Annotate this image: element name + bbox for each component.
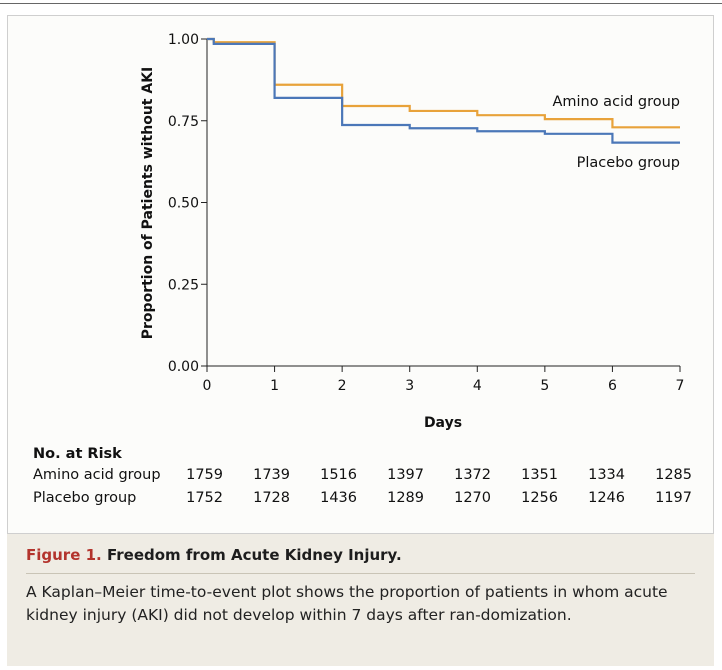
y-axis-title: Proportion of Patients without AKI: [140, 67, 156, 339]
risk-count: 1759: [186, 467, 223, 483]
y-tick-label: 1.00: [168, 32, 199, 48]
x-tick-label: 4: [473, 378, 482, 394]
caption-divider: [26, 573, 695, 574]
risk-count: 1372: [454, 467, 491, 483]
risk-count: 1334: [588, 467, 625, 483]
risk-count: 1351: [521, 467, 558, 483]
risk-count: 1256: [521, 490, 558, 506]
x-tick-label: 5: [540, 378, 549, 394]
y-tick-label: 0.50: [168, 196, 199, 212]
x-tick-label: 1: [270, 378, 279, 394]
risk-count: 1289: [387, 490, 424, 506]
x-tick-label: 7: [676, 378, 685, 394]
series-label-amino: Amino acid group: [552, 94, 680, 110]
x-axis-title: Days: [424, 415, 462, 431]
risk-row-label: Amino acid group: [33, 467, 161, 483]
risk-count: 1397: [387, 467, 424, 483]
axes: 0.00 0.25 0.50 0.75 1.00 0 1 2 3 4 5 6 7: [168, 32, 685, 394]
x-tick-label: 0: [203, 378, 212, 394]
placebo-curve: [207, 37, 680, 144]
km-chart: Proportion of Patients without AKI Days …: [140, 32, 685, 431]
y-tick-label: 0.00: [168, 359, 199, 375]
series-label-placebo: Placebo group: [577, 155, 680, 171]
risk-table-title: No. at Risk: [33, 446, 122, 462]
risk-count: 1516: [320, 467, 357, 483]
risk-count: 1739: [253, 467, 290, 483]
figure-panel: [7, 15, 714, 534]
risk-count: 1270: [454, 490, 491, 506]
caption-title: Figure 1. Freedom from Acute Kidney Inju…: [26, 546, 402, 564]
risk-count: 1197: [655, 490, 692, 506]
risk-count: 1436: [320, 490, 357, 506]
risk-count: 1728: [253, 490, 290, 506]
caption-text: A Kaplan–Meier time-to-event plot shows …: [26, 583, 668, 624]
figure-number: Figure 1.: [26, 546, 102, 564]
top-rule: [0, 3, 722, 4]
risk-row-label: Placebo group: [33, 490, 137, 506]
y-tick-label: 0.25: [168, 277, 199, 293]
amino-acid-curve: [207, 37, 680, 129]
x-tick-label: 3: [405, 378, 414, 394]
figure-caption: Figure 1. Freedom from Acute Kidney Inju…: [7, 534, 714, 666]
caption-heading: Freedom from Acute Kidney Injury.: [106, 546, 402, 564]
curves: [207, 37, 680, 144]
risk-count: 1285: [655, 467, 692, 483]
x-tick-label: 2: [338, 378, 347, 394]
risk-count: 1246: [588, 490, 625, 506]
risk-count: 1752: [186, 490, 223, 506]
x-tick-label: 6: [608, 378, 617, 394]
y-tick-label: 0.75: [168, 114, 199, 130]
